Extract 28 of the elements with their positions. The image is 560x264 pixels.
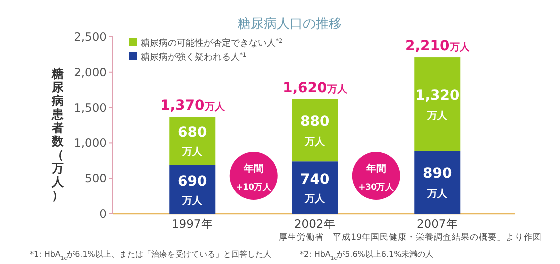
total-label: 2,210万人 bbox=[405, 38, 471, 55]
legend-label: 糖尿病が強く疑われる人$^{*1}$ bbox=[141, 52, 247, 63]
text: 厚生労働省「平成19年国民健康・栄養調査結果の概要」より作図 bbox=[279, 232, 542, 243]
data-label: 890万人 bbox=[423, 166, 452, 200]
y-tick-label: 500 bbox=[85, 172, 107, 186]
legend-label: 糖尿病の可能性が否定できない人$^{*2}$ bbox=[141, 38, 283, 49]
chart-title: 糖尿病人口の推移 bbox=[238, 17, 342, 32]
text: 糖尿病患者数（万人） bbox=[52, 67, 64, 202]
y-tick-label: 2,000 bbox=[74, 65, 107, 80]
x-tick-label: 2002年 bbox=[294, 217, 336, 231]
x-tick-label: 2007年 bbox=[416, 217, 458, 231]
data-label: 690万人 bbox=[178, 174, 208, 207]
x-tick-label: 1997年 bbox=[172, 217, 214, 231]
text: *2: HbA$_{1c}$が5.6%以上6.1%未満の人 bbox=[300, 250, 434, 262]
data-label: 880万人 bbox=[300, 114, 330, 148]
data-label: 740万人 bbox=[300, 172, 330, 206]
bar bbox=[414, 58, 461, 151]
y-tick-label: 2,500 bbox=[74, 30, 107, 44]
y-tick-label: 1,500 bbox=[74, 100, 107, 115]
text: *1: HbA$_{1c}$が6.1%以上、または「治療を受けている」と回答した人 bbox=[30, 250, 272, 262]
bar bbox=[292, 162, 338, 214]
y-tick-label: 0 bbox=[100, 207, 107, 221]
bar bbox=[414, 150, 461, 214]
total-label: 1,370万人 bbox=[160, 98, 226, 114]
y-tick-label: 1,000 bbox=[74, 136, 107, 150]
data-label: 1,320万人 bbox=[415, 88, 460, 122]
total-label: 1,620万人 bbox=[282, 80, 348, 96]
data-label: 680万人 bbox=[178, 125, 208, 158]
